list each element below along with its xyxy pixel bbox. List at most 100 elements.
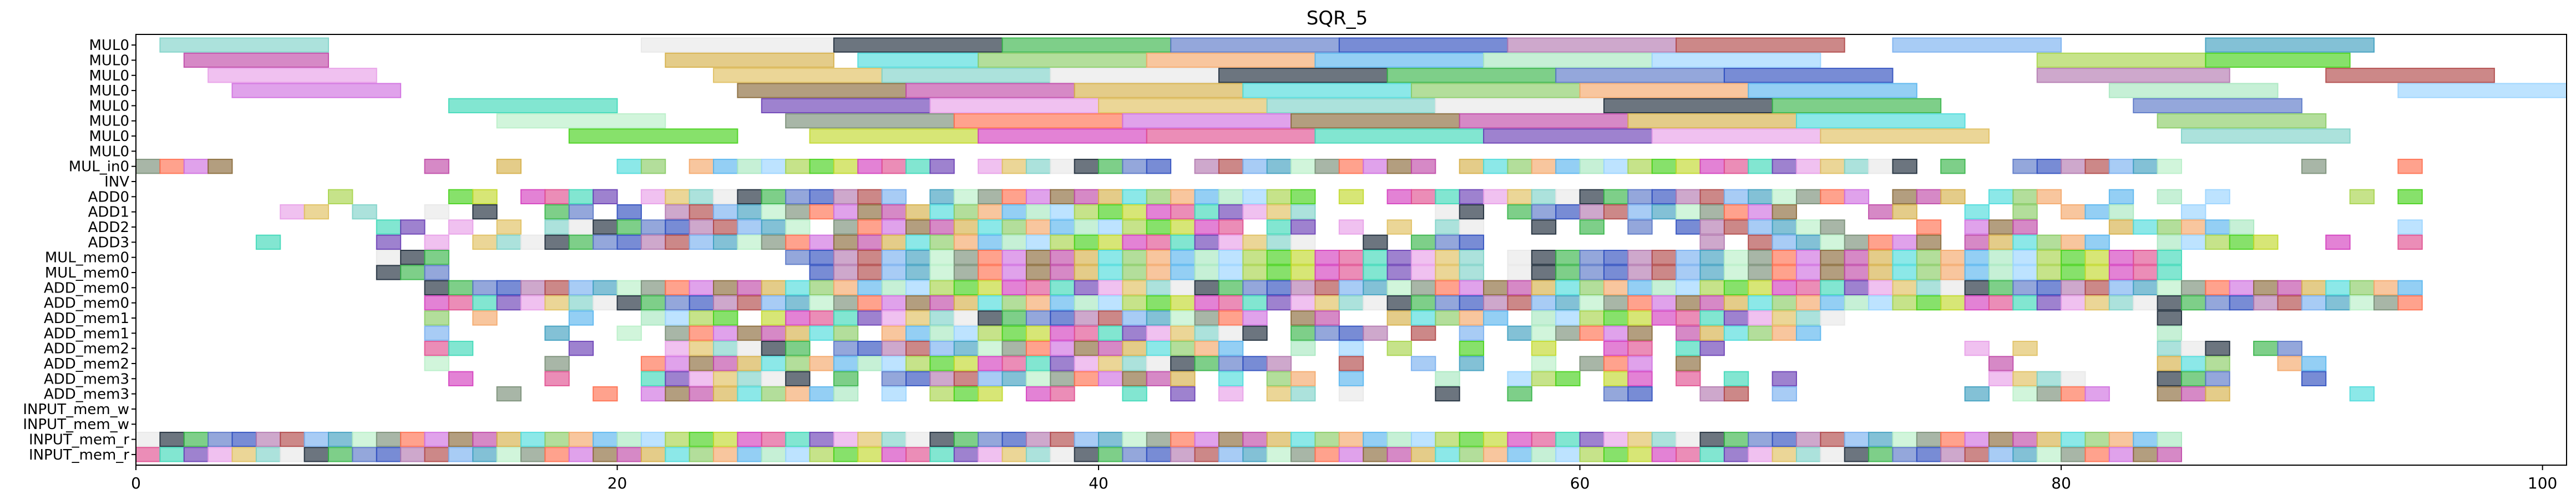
task-bar <box>1964 340 1990 356</box>
task-bar <box>640 159 666 174</box>
x-tick-label: 20 <box>608 474 627 492</box>
task-bar <box>2061 371 2086 386</box>
task-bar <box>1916 280 1942 295</box>
task-bar <box>953 219 979 235</box>
task-bar <box>2036 234 2062 250</box>
task-bar <box>881 159 907 174</box>
task-bar <box>496 386 522 402</box>
task-bar <box>640 219 666 235</box>
task-bar <box>1218 204 1244 220</box>
task-bar <box>159 37 330 53</box>
task-bar <box>1699 295 1725 311</box>
task-bar <box>1050 386 1075 402</box>
task-bar <box>1772 98 1942 114</box>
task-bar <box>713 295 738 311</box>
task-bar <box>424 310 449 326</box>
task-bar <box>593 234 618 250</box>
task-bar <box>785 310 811 326</box>
task-bar <box>953 204 979 220</box>
task-bar <box>833 325 859 341</box>
task-bar <box>400 431 426 447</box>
task-bar <box>1940 250 1966 265</box>
task-bar <box>1676 356 1701 371</box>
task-bar <box>2084 204 2110 220</box>
task-bar <box>376 431 402 447</box>
task-bar <box>1531 356 1557 371</box>
task-bar <box>1435 234 1460 250</box>
task-bar <box>544 431 570 447</box>
task-bar <box>737 159 762 174</box>
row-label: MUL0 <box>89 83 130 99</box>
task-bar <box>1531 280 1557 295</box>
task-bar <box>328 431 353 447</box>
task-bar <box>568 431 594 447</box>
task-bar <box>1579 265 1605 280</box>
task-bar <box>1676 189 1701 205</box>
task-bar <box>2157 356 2182 371</box>
task-bar <box>1579 310 1605 326</box>
task-bar <box>1988 447 2014 462</box>
task-bar <box>1386 189 1412 205</box>
task-bar <box>2133 280 2158 295</box>
task-bar <box>1892 189 1917 205</box>
task-bar <box>953 250 979 265</box>
task-bar <box>1050 310 1075 326</box>
task-bar <box>1410 280 1436 295</box>
task-bar <box>1627 265 1653 280</box>
task-bar <box>2036 265 2062 280</box>
task-bar <box>1651 265 1677 280</box>
task-bar <box>1964 219 1990 235</box>
plot-frame <box>135 34 2567 466</box>
task-bar <box>520 295 546 311</box>
task-bar <box>1579 204 1605 220</box>
task-bar <box>1603 265 1629 280</box>
task-bar <box>785 340 811 356</box>
task-bar <box>1772 371 1797 386</box>
task-bar <box>1964 265 1990 280</box>
task-bar <box>665 219 690 235</box>
task-bar <box>1483 159 1509 174</box>
task-bar <box>1338 189 1364 205</box>
task-bar <box>208 447 233 462</box>
task-bar <box>1266 447 1292 462</box>
task-bar <box>1483 447 1509 462</box>
task-bar <box>448 219 474 235</box>
task-bar <box>1507 447 1532 462</box>
task-bar <box>761 280 787 295</box>
task-bar <box>929 265 955 280</box>
task-bar <box>2229 219 2255 235</box>
task-bar <box>568 295 594 311</box>
task-bar <box>1098 159 1123 174</box>
row-label: MUL_in0 <box>69 159 129 175</box>
task-bar <box>1651 280 1677 295</box>
task-bar <box>1555 447 1581 462</box>
task-bar <box>809 265 834 280</box>
task-bar <box>1386 219 1412 235</box>
task-bar <box>1194 431 1219 447</box>
task-bar <box>1170 265 1196 280</box>
task-bar <box>593 431 618 447</box>
task-bar <box>2180 234 2206 250</box>
task-bar <box>1483 310 1509 326</box>
task-bar <box>689 325 715 341</box>
task-bar <box>2036 295 2062 311</box>
task-bar <box>1723 431 1749 447</box>
task-bar <box>857 431 883 447</box>
task-bar <box>1627 340 1653 356</box>
task-bar <box>1459 113 1629 129</box>
task-bar <box>905 234 931 250</box>
task-bar <box>2108 265 2134 280</box>
task-bar <box>1146 128 1316 144</box>
task-bar <box>1579 431 1605 447</box>
task-bar <box>640 189 666 205</box>
row-label: ADD2 <box>88 219 129 236</box>
task-bar <box>665 280 690 295</box>
task-bar <box>1386 295 1412 311</box>
task-bar <box>1242 295 1268 311</box>
task-bar <box>953 325 979 341</box>
task-bar <box>2012 234 2038 250</box>
task-bar <box>978 447 1003 462</box>
task-bar <box>2036 371 2062 386</box>
task-bar <box>689 356 715 371</box>
task-bar <box>1676 37 1845 53</box>
